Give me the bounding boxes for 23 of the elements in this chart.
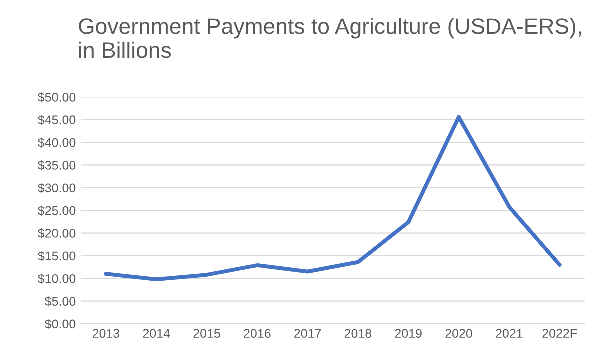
x-tick-label: 2016 [244,329,271,338]
x-tick-label: 2019 [395,329,422,338]
y-tick-label: $30.00 [38,183,76,194]
y-tick-label: $5.00 [44,296,76,307]
chart-title: Government Payments to Agriculture (USDA-ERS), in Billions [79,18,582,58]
line-series [104,115,562,282]
y-tick-label: $45.00 [38,115,76,126]
x-tick-label: 2015 [194,329,220,338]
y-tick-label: $35.00 [38,160,76,171]
x-tick-label: 2013 [92,329,120,338]
y-tick-label: $25.00 [38,206,76,216]
x-tick-label: 2018 [344,329,372,338]
y-tick-label: $0.00 [44,319,76,330]
x-tick-label: 2020 [446,329,472,338]
y-tick-label: $15.00 [38,251,76,262]
y-tick-label: $10.00 [38,274,76,284]
x-tick-label: 2022F [542,329,578,338]
x-tick-label: 2017 [294,329,322,338]
x-tick-label: 2014 [143,329,170,338]
x-tick-label: 2021 [496,329,523,338]
y-tick-label: $40.00 [38,138,76,148]
y-tick-label: $50.00 [38,92,76,103]
y-tick-label: $20.00 [38,228,76,239]
